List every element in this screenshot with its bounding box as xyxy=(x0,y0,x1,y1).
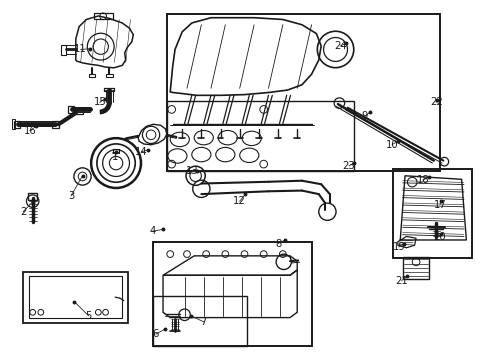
Text: 4: 4 xyxy=(149,226,155,236)
Text: 6: 6 xyxy=(152,329,159,339)
Text: 15: 15 xyxy=(93,98,106,107)
Text: 13: 13 xyxy=(185,166,198,176)
Text: 21: 21 xyxy=(394,275,407,285)
Text: 16: 16 xyxy=(23,126,36,136)
Bar xyxy=(12,119,16,129)
Text: 11: 11 xyxy=(74,45,87,54)
Bar xyxy=(29,276,122,318)
Bar xyxy=(392,170,471,258)
Text: 3: 3 xyxy=(68,191,74,201)
Text: 23: 23 xyxy=(342,161,355,171)
Bar xyxy=(23,272,127,323)
Bar xyxy=(76,108,82,114)
Bar xyxy=(166,14,439,171)
Text: 18: 18 xyxy=(416,175,428,185)
Text: 12: 12 xyxy=(233,196,245,206)
Text: 7: 7 xyxy=(200,317,206,327)
Bar xyxy=(153,242,311,346)
Bar xyxy=(153,296,246,346)
Bar xyxy=(103,87,114,91)
Bar xyxy=(14,121,20,128)
Bar xyxy=(166,100,353,171)
Bar xyxy=(68,106,74,113)
Text: 17: 17 xyxy=(433,200,446,210)
Bar xyxy=(89,74,95,77)
Text: 14: 14 xyxy=(135,147,147,157)
Bar xyxy=(93,13,112,19)
Text: 2: 2 xyxy=(20,207,26,217)
Bar xyxy=(103,87,114,90)
Bar xyxy=(52,121,59,128)
Text: 1: 1 xyxy=(112,152,118,162)
Text: 22: 22 xyxy=(429,98,442,107)
Bar xyxy=(61,45,66,55)
Text: 24: 24 xyxy=(333,41,346,51)
Text: 20: 20 xyxy=(433,232,446,242)
Text: 10: 10 xyxy=(385,140,398,150)
Text: 8: 8 xyxy=(274,239,281,248)
Text: 19: 19 xyxy=(392,242,405,252)
Bar xyxy=(402,257,428,279)
Text: 9: 9 xyxy=(360,112,367,121)
Bar xyxy=(106,74,112,77)
Text: 5: 5 xyxy=(85,311,92,321)
Bar xyxy=(28,193,38,200)
